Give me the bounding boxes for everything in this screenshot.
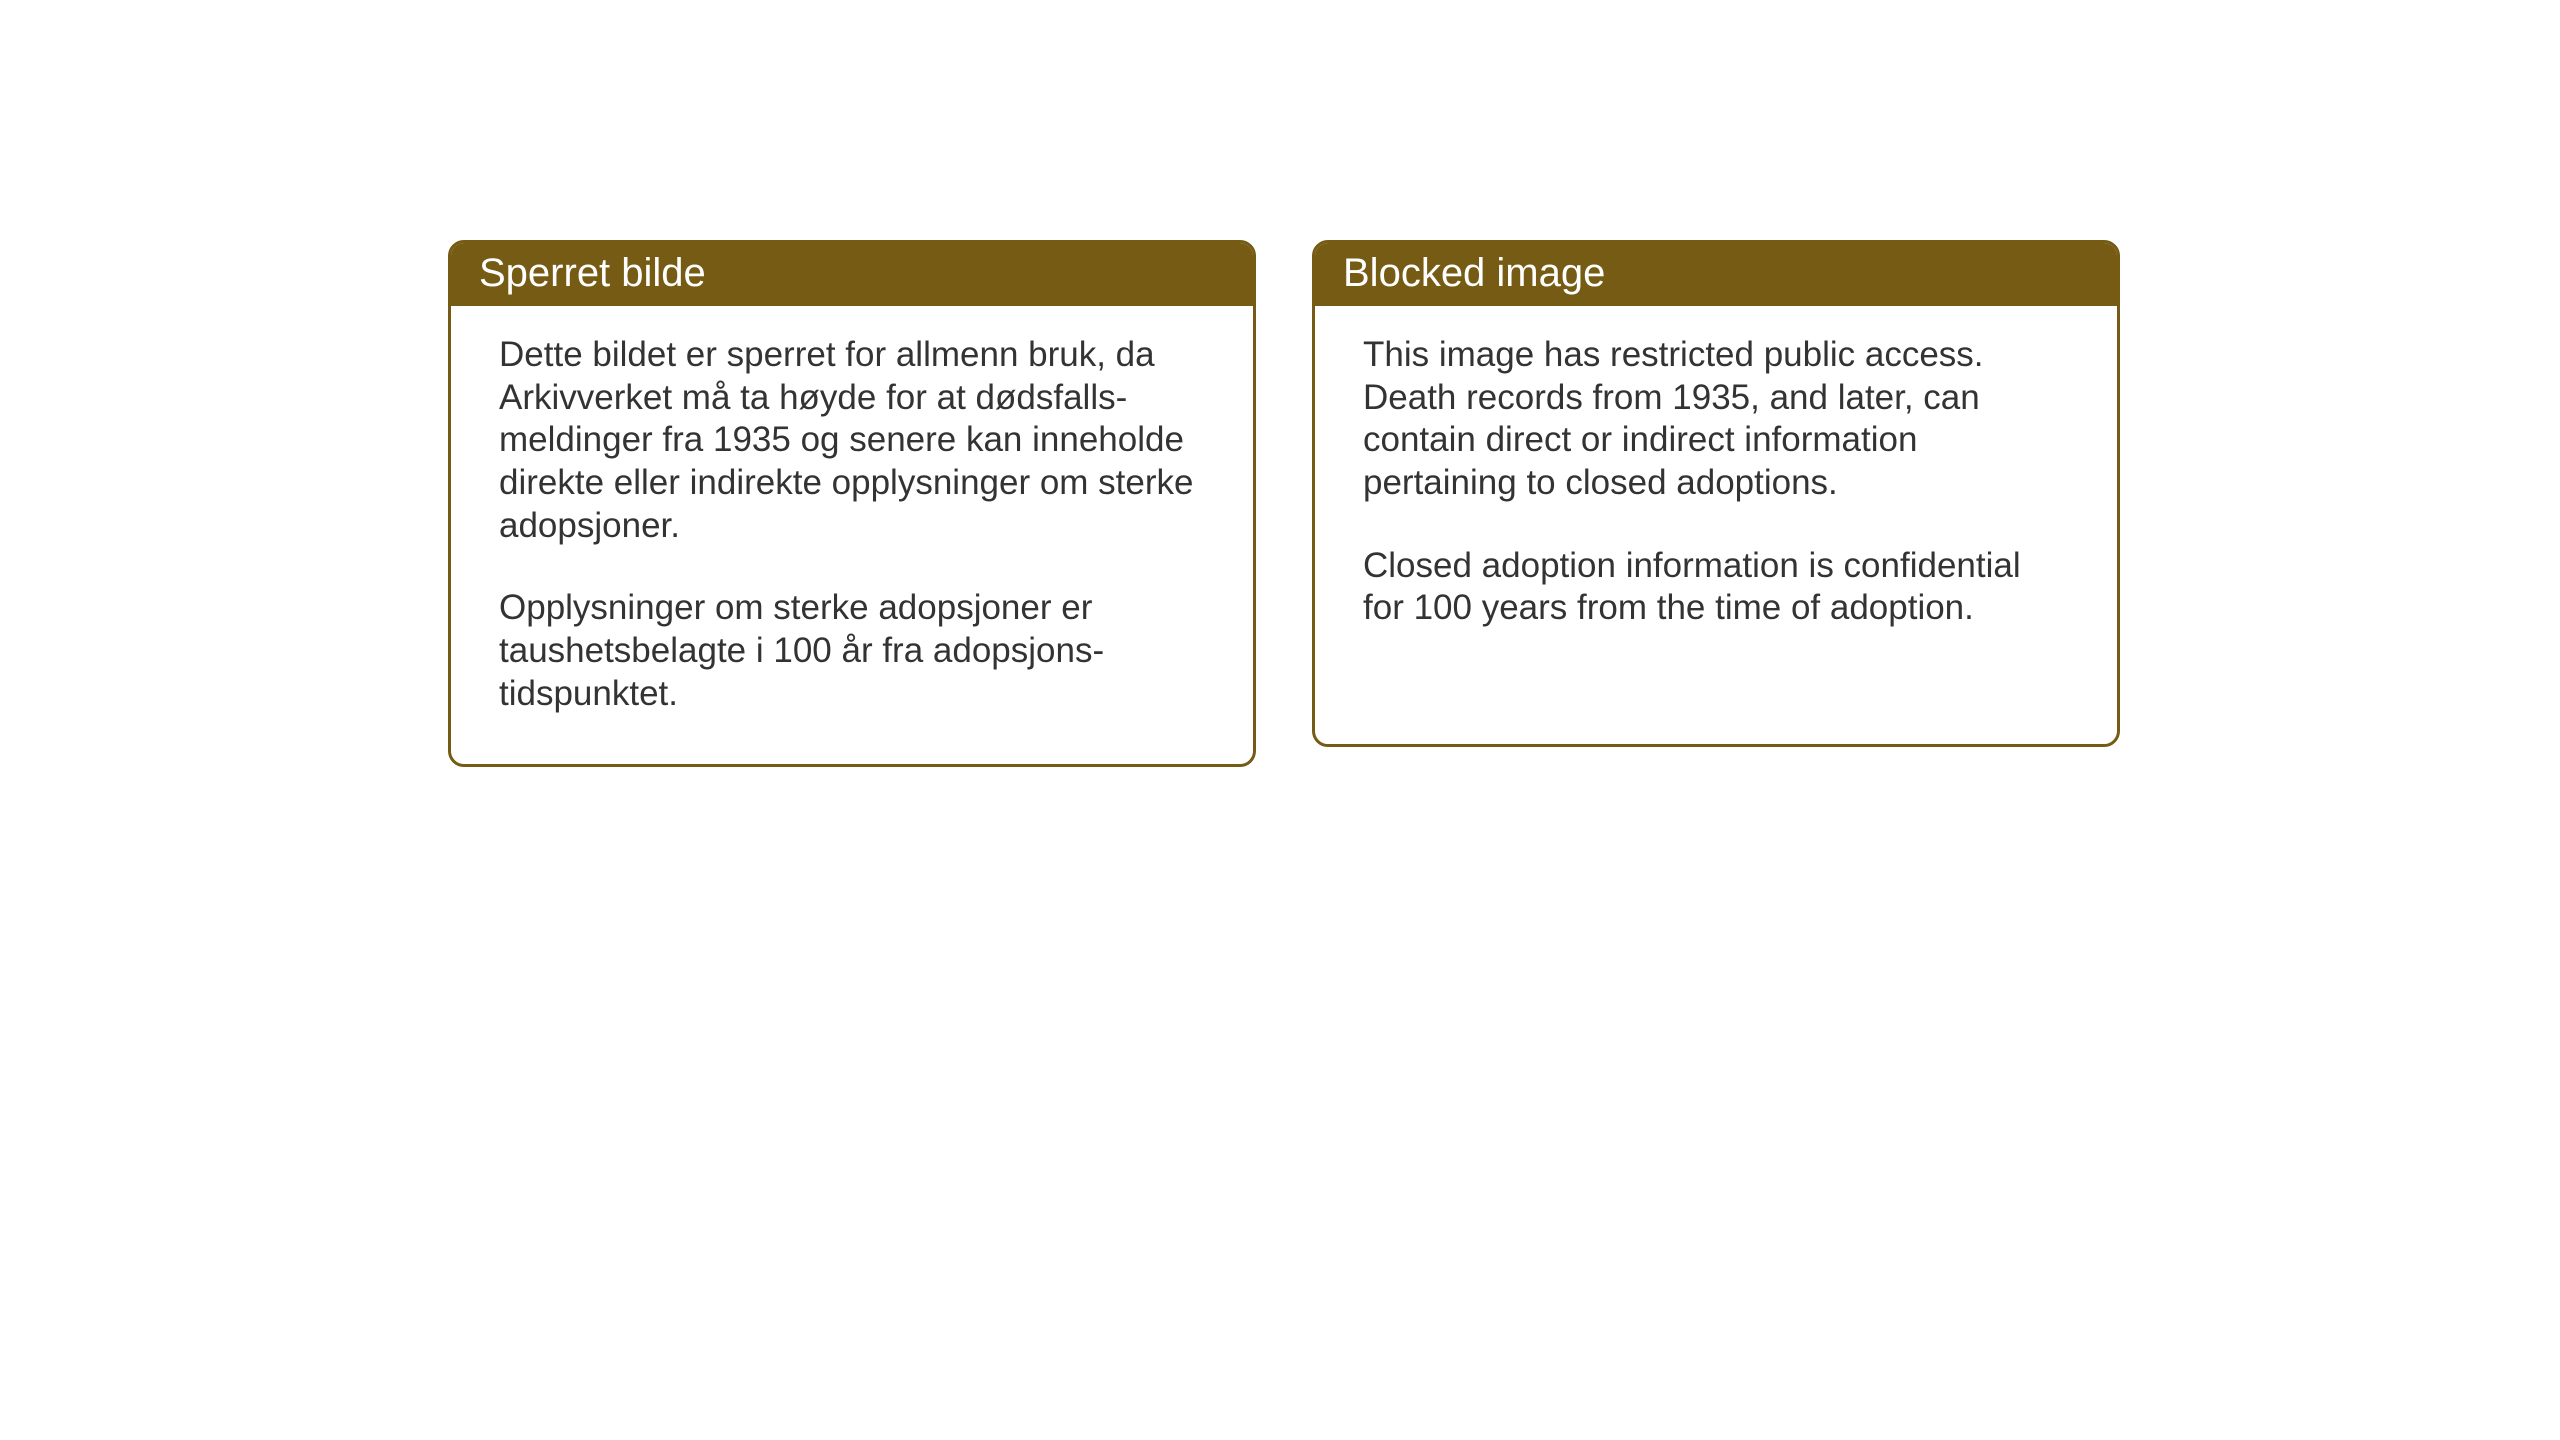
notice-body-english: This image has restricted public access.…	[1315, 306, 2117, 678]
notice-container: Sperret bilde Dette bildet er sperret fo…	[0, 0, 2560, 767]
notice-header-english: Blocked image	[1315, 243, 2117, 306]
notice-paragraph: Opplysninger om sterke adopsjoner er tau…	[499, 587, 1205, 715]
notice-card-english: Blocked image This image has restricted …	[1312, 240, 2120, 747]
notice-paragraph: Dette bildet er sperret for allmenn bruk…	[499, 334, 1205, 547]
notice-paragraph: This image has restricted public access.…	[1363, 334, 2069, 505]
notice-paragraph: Closed adoption information is confident…	[1363, 545, 2069, 630]
notice-header-norwegian: Sperret bilde	[451, 243, 1253, 306]
notice-card-norwegian: Sperret bilde Dette bildet er sperret fo…	[448, 240, 1256, 767]
notice-body-norwegian: Dette bildet er sperret for allmenn bruk…	[451, 306, 1253, 764]
